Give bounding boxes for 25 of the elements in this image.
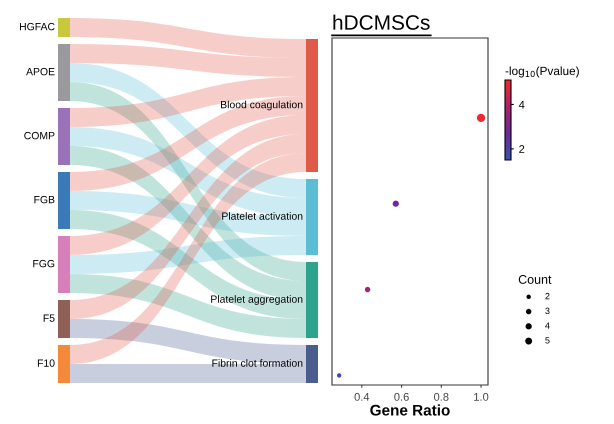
- legend-label: 5: [545, 337, 550, 344]
- legend-label: 3: [545, 308, 550, 314]
- category-label: FGG: [33, 260, 54, 268]
- category-label: Blood coagulation: [221, 100, 302, 110]
- x-axis-title: Gene Ratio: [370, 404, 450, 416]
- color-bar-title: -log$_{10}$(Pvalue): [506, 66, 579, 78]
- chart-title: hDCMSCs: [333, 14, 430, 30]
- x-tick-label: 0.8: [434, 392, 449, 401]
- category-label: Platelet aggregation: [211, 295, 302, 305]
- color-bar-label: 4: [518, 100, 524, 108]
- category-label: FGB: [34, 196, 54, 204]
- x-tick-label: 0.4: [354, 392, 370, 401]
- x-tick-label: 0.6: [394, 392, 409, 401]
- category-label: APOE: [26, 68, 55, 76]
- category-label: COMP: [24, 132, 54, 140]
- category-label: F5: [44, 314, 55, 322]
- legend-label: 2: [545, 292, 550, 300]
- category-label: F10: [38, 359, 55, 367]
- color-bar-label: 2: [519, 145, 524, 153]
- category-label: Platelet activation: [222, 212, 302, 220]
- legend-title: Count: [518, 275, 552, 284]
- category-label: HGFAC: [20, 22, 55, 30]
- legend-label: 4: [545, 322, 550, 329]
- category-label: Fibrin clot formation: [212, 359, 302, 367]
- x-tick-label: 1.0: [474, 392, 488, 401]
